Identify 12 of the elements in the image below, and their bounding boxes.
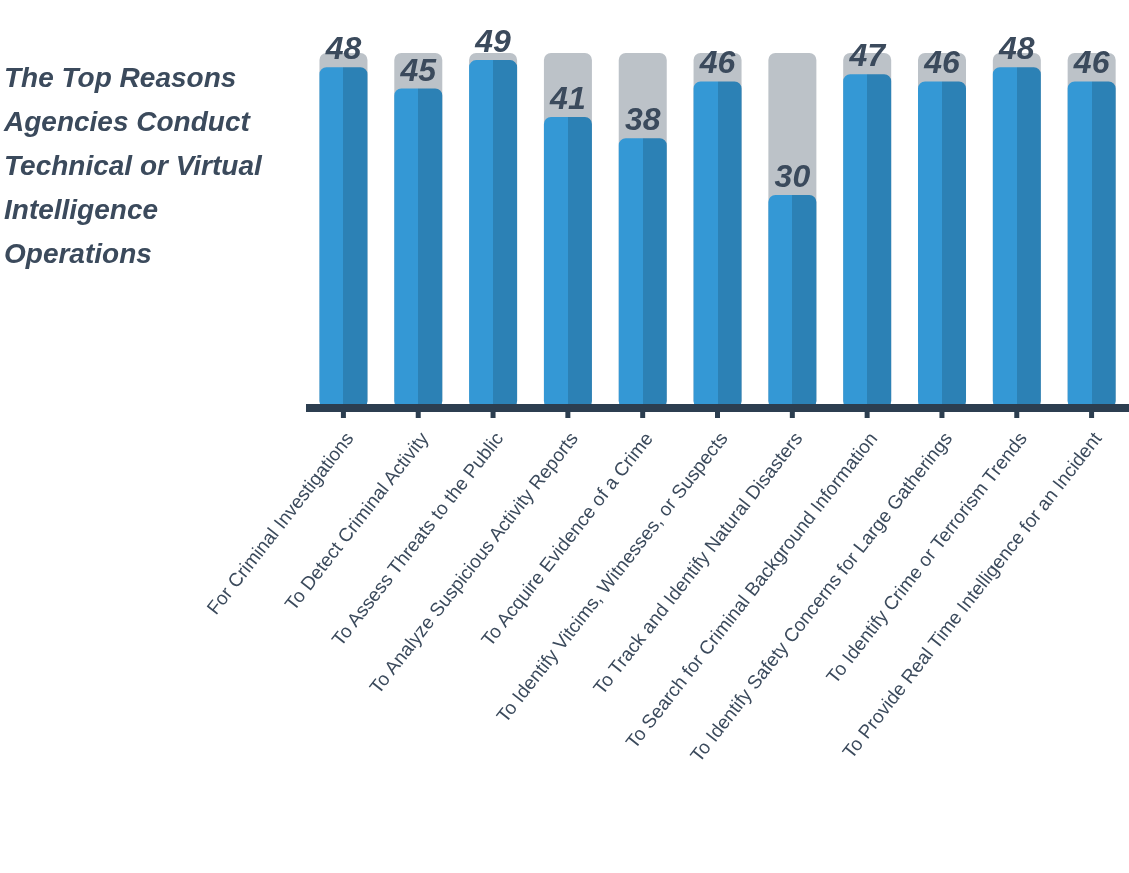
data-label: 47: [848, 37, 888, 74]
data-label: 41: [549, 79, 586, 116]
data-label: 45: [399, 51, 438, 88]
data-label: 48: [998, 30, 1035, 67]
data-label: 46: [923, 44, 961, 81]
text: The Top Reasons Agencies Conduct Technical or Virtual Intelligence Operations: [4, 61, 264, 271]
data-label: 38: [624, 101, 661, 138]
data-label: 46: [1072, 44, 1110, 81]
data-label: 49: [474, 23, 512, 60]
data-label: 30: [774, 158, 811, 194]
data-label: 46: [698, 44, 736, 81]
data-label: 48: [324, 30, 362, 67]
